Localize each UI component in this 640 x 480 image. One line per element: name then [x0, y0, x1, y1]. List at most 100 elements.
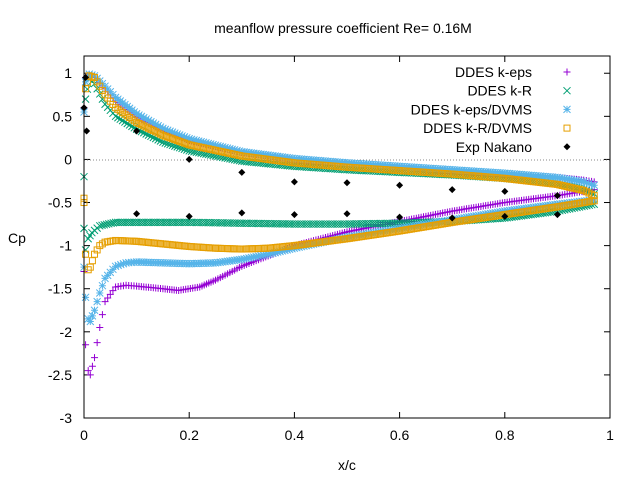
x-tick-label: 0 [80, 427, 88, 443]
data-point [304, 241, 313, 250]
data-point [235, 147, 244, 155]
data-point [228, 150, 236, 158]
data-point [200, 144, 208, 152]
data-point [563, 183, 571, 191]
data-point [82, 250, 90, 258]
data-point [340, 233, 349, 242]
data-point [321, 237, 330, 246]
data-point [188, 141, 196, 149]
data-point [152, 128, 160, 136]
y-tick-label: -2.5 [48, 367, 72, 383]
data-point [93, 297, 102, 306]
data-point [176, 137, 184, 145]
data-point [278, 247, 287, 255]
data-point [88, 257, 96, 265]
x-tick-label: 0.4 [285, 427, 305, 443]
data-point [98, 281, 107, 290]
legend-label: DDES k-R/DVMS [423, 120, 532, 136]
data-point [231, 150, 239, 158]
data-point [228, 145, 237, 154]
data-point [168, 128, 177, 137]
data-point [95, 221, 104, 230]
data-point [214, 147, 222, 155]
data-point [226, 149, 234, 157]
data-point [218, 143, 227, 151]
data-point [335, 234, 344, 243]
data-point [209, 140, 217, 149]
data-point [164, 133, 172, 141]
data-point [448, 186, 456, 194]
data-point [98, 221, 106, 230]
data-point [221, 143, 229, 152]
data-point [590, 196, 599, 204]
data-point [147, 117, 155, 126]
y-tick-label: -1.5 [48, 281, 72, 297]
data-point [223, 149, 231, 157]
data-point [206, 140, 215, 148]
data-point [501, 187, 509, 195]
data-point [119, 259, 128, 268]
data-point [333, 235, 342, 243]
data-point [501, 212, 509, 220]
data-point [290, 178, 298, 186]
data-point [590, 197, 598, 205]
data-point [266, 249, 275, 258]
data-point [233, 146, 241, 155]
data-point [166, 127, 174, 136]
data-point [211, 141, 220, 150]
data-point [185, 134, 194, 143]
data-point [139, 113, 148, 122]
data-point [343, 210, 351, 218]
data-point [135, 120, 143, 128]
legend-marker [563, 124, 571, 132]
data-point [233, 151, 241, 159]
data-point [168, 135, 176, 143]
data-point [264, 250, 272, 259]
data-point [83, 127, 91, 135]
data-point [149, 119, 158, 127]
data-point [579, 177, 588, 186]
data-point [185, 155, 193, 163]
data-point [116, 260, 125, 269]
data-point [142, 123, 150, 131]
data-point [149, 127, 157, 135]
data-point [202, 139, 210, 147]
data-point [585, 179, 593, 188]
x-tick-label: 0.6 [390, 427, 410, 443]
x-axis-label: x/c [338, 457, 356, 473]
data-point [269, 249, 277, 257]
x-tick-label: 0.8 [495, 427, 515, 443]
data-point [154, 121, 162, 130]
data-point [338, 234, 347, 242]
y-tick-label: -0.5 [48, 195, 72, 211]
legend: DDES k-eps DDES k-R DDES k-eps/DVMS DDES k-… [411, 64, 571, 155]
data-point [587, 180, 596, 189]
data-point [93, 339, 101, 347]
data-point [230, 146, 239, 154]
data-point [190, 142, 198, 150]
data-point [582, 178, 591, 187]
legend-label: DDES k-eps/DVMS [411, 101, 532, 117]
data-point [300, 242, 308, 251]
data-point [159, 124, 167, 133]
data-point [166, 134, 174, 142]
data-point [573, 185, 581, 193]
data-point [81, 78, 90, 86]
data-point [96, 324, 104, 331]
data-point [123, 119, 132, 128]
data-point [312, 239, 320, 248]
data-point [324, 237, 332, 245]
data-point [216, 147, 224, 155]
data-point [145, 124, 153, 132]
data-point [104, 294, 112, 302]
data-point [180, 133, 189, 141]
data-point [118, 116, 127, 125]
data-point [187, 135, 196, 144]
data-point [171, 136, 179, 144]
data-point [140, 122, 148, 130]
data-point [570, 184, 578, 192]
data-point [194, 137, 203, 145]
y-tick-label: 0 [64, 151, 72, 167]
y-tick-label: -2 [60, 324, 73, 340]
data-point [125, 121, 134, 129]
